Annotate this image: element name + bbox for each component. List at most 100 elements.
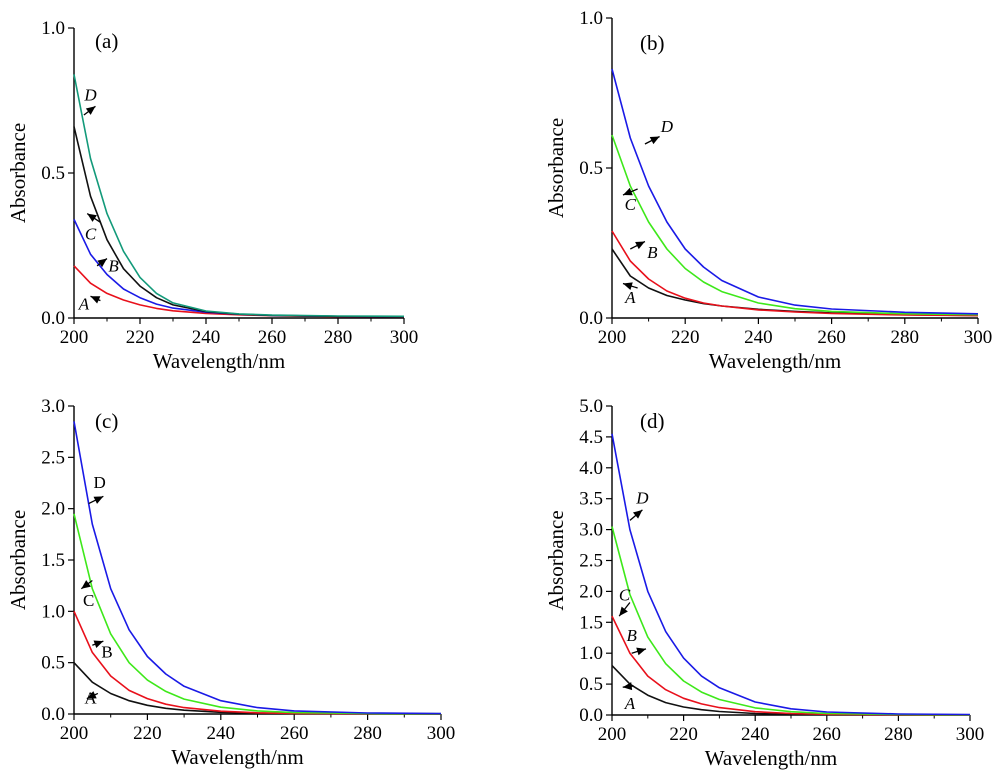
annotation-arrow-head (636, 647, 647, 656)
curve-label-b: B (101, 643, 112, 662)
x-axis-title: Wavelength/nm (153, 349, 285, 373)
curve-label-a: A (624, 694, 636, 713)
y-tick-label: 2.5 (579, 551, 603, 572)
y-axis-title: Absorbance (6, 123, 30, 223)
x-axis-title: Wavelength/nm (705, 746, 837, 770)
annotation-arrow-head (87, 213, 97, 222)
y-tick-label: 3.0 (41, 396, 65, 417)
y-tick-label: 0.5 (41, 653, 65, 674)
x-axis-title: Wavelength/nm (171, 745, 303, 769)
x-tick-label: 200 (60, 723, 89, 744)
y-tick-label: 2.0 (41, 499, 65, 520)
y-tick-label: 1.5 (41, 550, 65, 571)
x-axis-title: Wavelength/nm (709, 349, 841, 373)
y-axis-title: Absorbance (544, 118, 568, 218)
y-tick-label: 1.0 (579, 643, 603, 664)
panel-label: (c) (95, 409, 118, 433)
curve-label-a: A (78, 294, 90, 313)
panel-b: 200 220 240 260 280 300 0.0 0.5 1.0 Wavelength/nm… (544, 8, 992, 373)
x-tick-label: 200 (598, 724, 627, 745)
y-tick-label: 3.0 (579, 520, 603, 541)
x-tick-label: 300 (427, 723, 456, 744)
panel-a: 200 220 240 260 280 300 0.0 0.5 1.0 Wavelength/nm… (6, 18, 418, 373)
y-tick-label: 0.0 (579, 705, 603, 726)
curve-label-d: D (94, 473, 106, 492)
x-tick-label: 260 (813, 724, 842, 745)
series-line-d (611, 68, 979, 315)
y-axis-title: Absorbance (544, 510, 568, 610)
annotation-arrow-head (632, 509, 643, 519)
curve-label-d: D (635, 489, 649, 508)
curve-label-c: C (83, 591, 94, 610)
annotation-arrow-head (90, 296, 101, 304)
x-tick-label: 220 (671, 327, 700, 348)
y-tick-label: 2.5 (41, 447, 65, 468)
curve-label-b: B (108, 257, 119, 276)
curve-label-c: C (619, 586, 631, 605)
curve-label-c: C (625, 195, 637, 214)
series-line-c (611, 134, 979, 316)
annotation-arrow-head (97, 258, 107, 268)
series-line-c (73, 513, 442, 715)
curve-label-b: B (626, 626, 637, 645)
curve-label-b: B (647, 243, 658, 262)
y-tick-label: 1.0 (41, 601, 65, 622)
x-tick-label: 280 (891, 327, 920, 348)
annotation-arrow-head (622, 187, 633, 196)
annotation-arrow-head (93, 640, 104, 648)
y-tick-label: 0.5 (579, 158, 603, 179)
annotation-arrow-head (619, 606, 628, 617)
y-tick-label: 2.0 (579, 581, 603, 602)
x-tick-label: 280 (324, 327, 353, 348)
y-tick-label: 4.5 (579, 427, 603, 448)
annotation-arrow-head (649, 136, 660, 145)
x-tick-label: 260 (258, 327, 287, 348)
x-tick-label: 300 (390, 327, 419, 348)
series-line-a (73, 662, 442, 715)
series-line-a (73, 265, 405, 318)
y-tick-label: 0.0 (41, 704, 65, 725)
annotation-arrow-head (81, 580, 91, 589)
series-line-b (611, 230, 979, 317)
y-axis-title: Absorbance (6, 510, 30, 610)
annotation-arrow-head (86, 691, 97, 699)
panel-c: 200 220 240 260 280 300 0.0 0.5 1.0 1.5 2.0 2.5 3.0 W… (6, 396, 455, 769)
y-tick-label: 0.5 (41, 163, 65, 184)
annotation-arrow-head (622, 682, 633, 691)
y-tick-label: 0.0 (579, 308, 603, 329)
y-tick-label: 5.0 (579, 396, 603, 417)
y-tick-label: 1.0 (41, 18, 65, 39)
series-line-d (73, 74, 405, 318)
x-tick-label: 300 (956, 724, 985, 745)
y-tick-label: 3.5 (579, 489, 603, 510)
annotation-arrow-head (635, 241, 645, 250)
x-tick-label: 280 (353, 723, 382, 744)
x-tick-label: 200 (598, 327, 627, 348)
panel-label: (d) (640, 409, 665, 433)
panel-label: (a) (95, 29, 118, 53)
x-tick-label: 240 (744, 327, 773, 348)
y-tick-label: 4.0 (579, 458, 603, 479)
x-tick-label: 260 (817, 327, 846, 348)
x-tick-label: 240 (207, 723, 236, 744)
x-tick-label: 200 (60, 327, 89, 348)
x-tick-label: 240 (192, 327, 221, 348)
x-tick-label: 220 (126, 327, 155, 348)
curve-label-c: C (85, 225, 97, 244)
series-line-c (611, 526, 971, 716)
x-tick-label: 220 (669, 724, 698, 745)
x-tick-label: 260 (280, 723, 309, 744)
panel-d: 200 220 240 260 280 300 0.0 0.5 1.0 1.5 2.0 2.5 3.0 3… (544, 396, 984, 770)
annotation-arrow-head (93, 496, 104, 504)
curve-label-a: A (624, 288, 636, 307)
x-tick-label: 220 (133, 723, 162, 744)
curve-label-a: A (84, 689, 97, 708)
x-tick-label: 300 (964, 327, 993, 348)
panel-label: (b) (640, 31, 665, 55)
y-tick-label: 1.5 (579, 612, 603, 633)
y-tick-label: 0.5 (579, 674, 603, 695)
y-tick-label: 0.0 (41, 308, 65, 329)
x-tick-label: 280 (884, 724, 913, 745)
series-line-d (73, 421, 442, 715)
